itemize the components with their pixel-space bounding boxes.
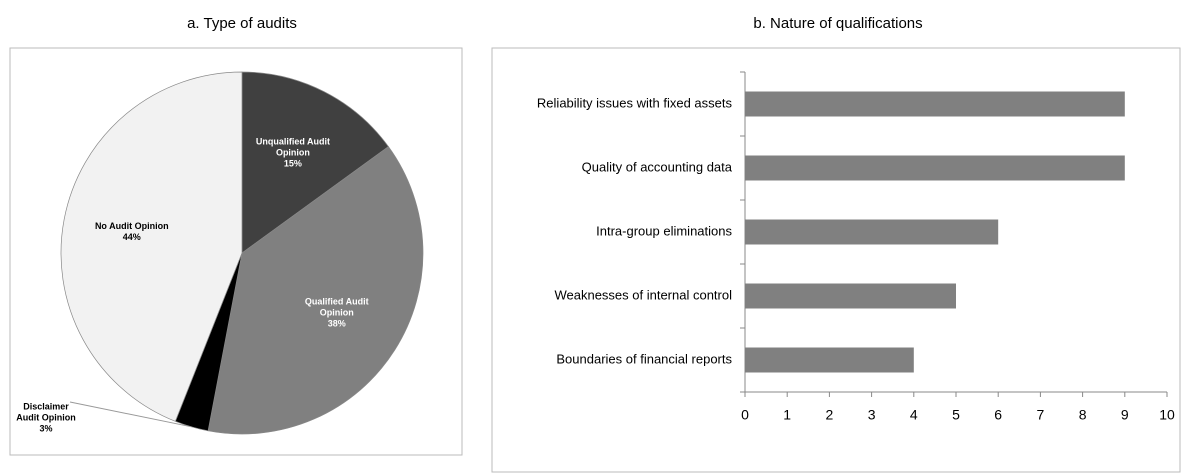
slice-name: No Audit Opinion [94, 220, 169, 231]
pie-slice [241, 71, 389, 254]
y-tick-label: Weaknesses of internal control [554, 287, 732, 302]
y-tick-label: Quality of accounting data [582, 159, 733, 174]
leader-line [69, 401, 192, 428]
y-tick-label: Reliability issues with fixed assets [537, 95, 733, 110]
slice-value: 44% [122, 231, 141, 242]
x-tick-label: 6 [994, 407, 1002, 423]
x-tick-label: 3 [868, 407, 876, 423]
slice-value: 38% [327, 318, 346, 329]
x-tick-label: 2 [826, 407, 834, 423]
slice-name: Unqualified Audit Opinion [255, 136, 331, 158]
y-tick-label: Boundaries of financial reports [556, 351, 732, 366]
chart-title: a. Type of audits [187, 15, 297, 32]
bar [745, 283, 956, 309]
bar [745, 155, 1125, 181]
slice-name: Disclaimer Audit Opinion [16, 401, 76, 423]
chart-title: b. Nature of qualifications [753, 15, 922, 32]
x-tick-label: 10 [1159, 407, 1175, 423]
x-tick-label: 8 [1079, 407, 1087, 423]
x-tick-label: 0 [741, 407, 749, 423]
bar [745, 219, 999, 245]
x-tick-label: 4 [910, 407, 918, 423]
slice-name: Qualified Audit Opinion [304, 296, 369, 318]
slice-value: 3% [39, 423, 53, 434]
x-tick-label: 7 [1037, 407, 1045, 423]
x-tick-label: 5 [952, 407, 960, 423]
slice-label: Disclaimer Audit Opinion 3% [11, 402, 81, 435]
y-tick-label: Intra-group eliminations [596, 223, 732, 238]
slice-label: No Audit Opinion 44% [92, 221, 172, 243]
x-tick-label: 9 [1121, 407, 1129, 423]
bar [745, 91, 1125, 117]
slice-value: 15% [283, 158, 302, 169]
slice-label: Qualified Audit Opinion 38% [297, 297, 377, 330]
pie-slice [207, 146, 424, 435]
bar-frame [491, 47, 1181, 473]
x-tick-label: 1 [783, 407, 791, 423]
pie-slice [60, 71, 243, 422]
slice-label: Unqualified Audit Opinion 15% [253, 137, 333, 170]
bar [745, 347, 914, 373]
